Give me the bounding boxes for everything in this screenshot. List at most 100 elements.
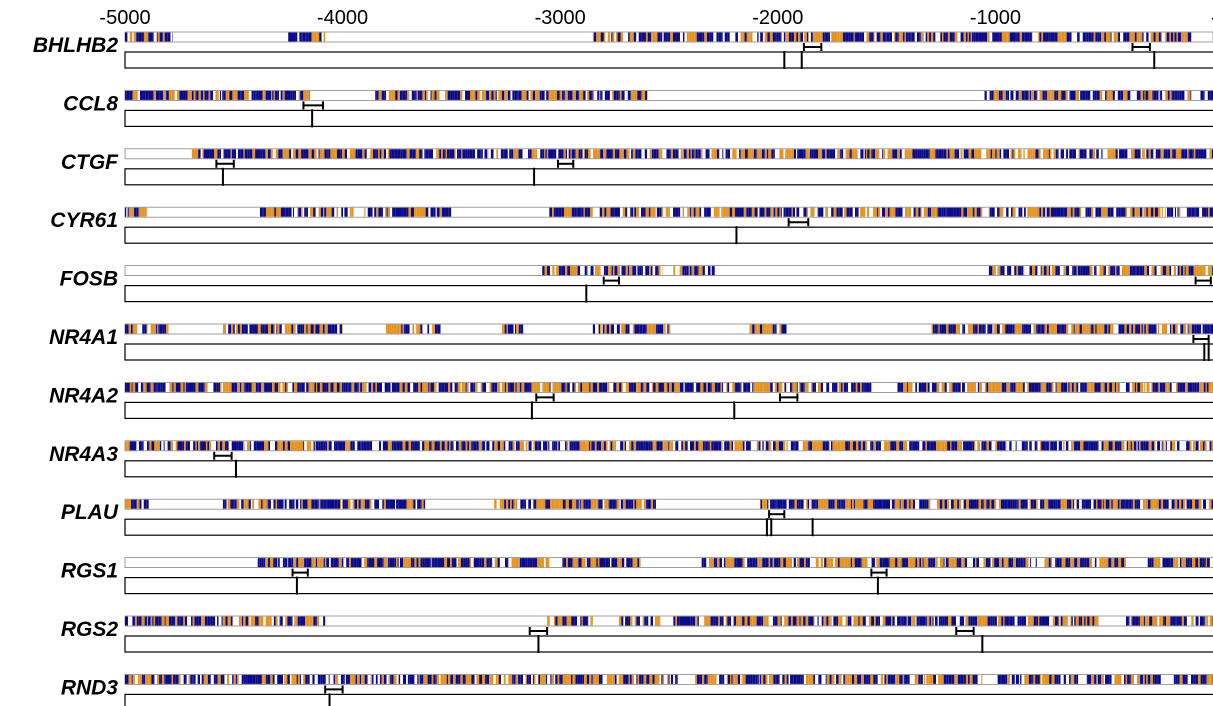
motif-stripe: [586, 558, 589, 568]
motif-stripe: [1171, 324, 1173, 334]
gene-label: FOSB: [60, 268, 118, 291]
motif-stripe: [1174, 499, 1178, 509]
motif-stripe: [635, 558, 638, 568]
motif-stripe: [821, 616, 824, 626]
motif-stripe: [254, 324, 258, 334]
motif-stripe: [686, 32, 689, 42]
motif-stripe: [265, 324, 269, 334]
motif-stripe: [846, 149, 850, 159]
motif-stripe: [901, 149, 905, 159]
motif-stripe: [239, 382, 242, 392]
motif-stripe: [1202, 558, 1205, 568]
motif-stripe: [491, 90, 494, 100]
motif-stripe: [832, 441, 836, 451]
motif-stripe: [930, 499, 933, 509]
motif-stripe: [877, 674, 881, 684]
motif-stripe: [926, 558, 929, 568]
motif-stripe: [315, 207, 319, 217]
motif-stripe: [726, 207, 730, 217]
motif-stripe: [1048, 499, 1050, 509]
sequence-bar: [124, 265, 1213, 277]
motif-stripe: [540, 149, 543, 159]
motif-stripe: [578, 499, 581, 509]
motif-stripe: [675, 616, 678, 626]
motif-stripe: [514, 441, 516, 451]
motif-stripe: [758, 616, 761, 626]
motif-stripe: [387, 207, 391, 217]
motif-stripe: [817, 674, 819, 684]
motif-stripe: [1068, 382, 1070, 392]
motif-stripe: [1189, 558, 1191, 568]
motif-stripe: [981, 558, 984, 568]
motif-stripe: [994, 324, 997, 334]
motif-stripe: [1035, 266, 1038, 276]
motif-stripe: [236, 499, 240, 509]
motif-stripe: [992, 266, 994, 276]
motif-segment: [749, 324, 787, 334]
motif-stripe: [749, 149, 752, 159]
motif-stripe: [486, 674, 490, 684]
motif-stripe: [757, 382, 760, 392]
motif-stripe: [558, 266, 561, 276]
motif-stripe: [1170, 149, 1173, 159]
motif-stripe: [404, 324, 406, 334]
motif-stripe: [1087, 90, 1091, 100]
motif-stripe: [505, 499, 509, 509]
motif-stripe: [1202, 382, 1204, 392]
motif-stripe: [1046, 324, 1049, 334]
motif-stripe: [1154, 382, 1158, 392]
motif-stripe: [828, 499, 831, 509]
motif-stripe: [583, 266, 585, 276]
motif-stripe: [890, 499, 892, 509]
motif-stripe: [662, 674, 665, 684]
motif-stripe: [515, 441, 518, 451]
motif-stripe: [785, 207, 789, 217]
motif-stripe: [298, 90, 301, 100]
motif-stripe: [1199, 266, 1203, 276]
motif-stripe: [430, 207, 434, 217]
motif-stripe: [975, 441, 978, 451]
motif-stripe: [609, 499, 613, 509]
motif-stripe: [623, 499, 626, 509]
motif-stripe: [753, 382, 756, 392]
motif-stripe: [814, 207, 818, 217]
motif-stripe: [1195, 441, 1199, 451]
motif-stripe: [811, 207, 815, 217]
motif-stripe: [503, 324, 505, 334]
motif-stripe: [395, 207, 399, 217]
motif-segment: [549, 207, 789, 217]
motif-stripe: [1094, 266, 1096, 276]
motif-stripe: [225, 382, 229, 392]
motif-stripe: [129, 32, 133, 42]
motif-stripe: [880, 674, 884, 684]
motif-stripe: [944, 441, 948, 451]
axis-tick-label: -1000: [970, 7, 1021, 29]
motif-stripe: [997, 674, 1001, 684]
motif-stripe: [600, 149, 604, 159]
motif-stripe: [337, 441, 339, 451]
motif-stripe: [247, 149, 250, 159]
motif-stripe: [227, 149, 231, 159]
motif-stripe: [511, 149, 514, 159]
motif-stripe: [332, 149, 336, 159]
motif-stripe: [1124, 558, 1126, 568]
motif-stripe: [288, 207, 292, 217]
motif-stripe: [569, 674, 572, 684]
motif-stripe: [444, 441, 448, 451]
motif-stripe: [1101, 32, 1105, 42]
motif-stripe: [164, 324, 167, 334]
motif-stripe: [956, 149, 960, 159]
motif-stripe: [667, 674, 669, 684]
motif-stripe: [962, 324, 964, 334]
motif-stripe: [1008, 207, 1011, 217]
motif-stripe: [823, 499, 827, 509]
motif-stripe: [1156, 266, 1160, 276]
motif-stripe: [246, 616, 249, 626]
motif-stripe: [353, 558, 357, 568]
motif-stripe: [665, 32, 668, 42]
motif-stripe: [840, 499, 842, 509]
motif-stripe: [173, 382, 176, 392]
motif-stripe: [128, 207, 132, 217]
motif-stripe: [841, 674, 844, 684]
motif-stripe: [921, 558, 923, 568]
